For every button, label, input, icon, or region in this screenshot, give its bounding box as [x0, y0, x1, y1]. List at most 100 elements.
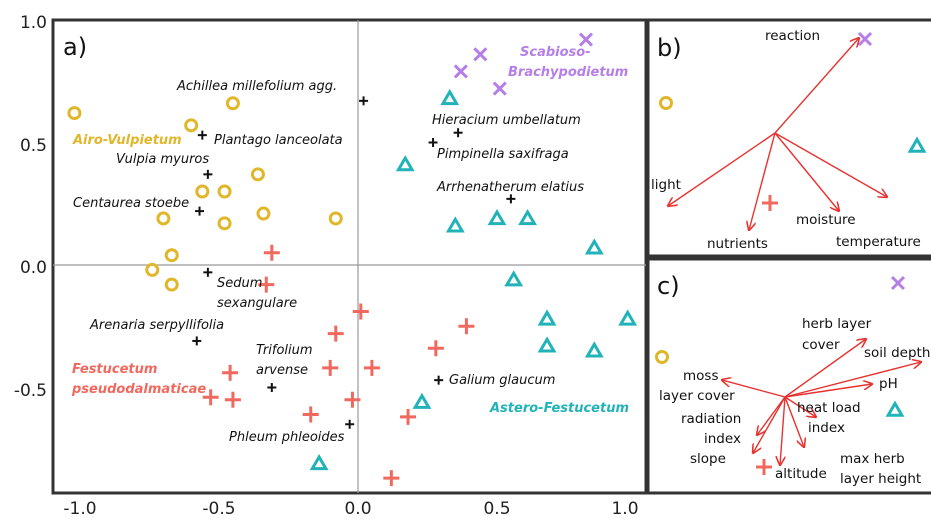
- species-label-vulpia: Vulpia myuros: [116, 152, 209, 167]
- point-airo-vulpietum: [217, 216, 232, 231]
- point-festucetum-pseudodalmaticae: [427, 340, 444, 357]
- point-festucetum-pseudodalmaticae: [322, 359, 339, 376]
- point-astero-festucetum: [518, 208, 538, 226]
- point-festucetum-pseudodalmaticae: [458, 318, 475, 335]
- x-tick-label: 0.5: [483, 499, 510, 519]
- marker-astero-festucetum: [907, 136, 927, 153]
- species-marker: [192, 336, 202, 346]
- point-festucetum-pseudodalmaticae: [224, 391, 241, 408]
- point-festucetum-pseudodalmaticae: [222, 364, 239, 381]
- point-scabioso-brachypodietum: [473, 47, 488, 62]
- marker-festucetum: [756, 459, 772, 475]
- y-tick-labels: 1.0 0.5 0.0 -0.5: [14, 13, 47, 401]
- panel-c-label: c): [657, 272, 680, 300]
- point-festucetum-pseudodalmaticae: [258, 276, 275, 293]
- point-astero-festucetum: [618, 309, 638, 326]
- x-tick-labels: -1.0 -0.5 0.0 0.5 1.0: [63, 499, 638, 519]
- vector-label-heat-load-index: index: [808, 420, 845, 436]
- vector-label-max-herb-layer-height: layer height: [840, 471, 921, 487]
- vector-label-radiation-index: index: [704, 431, 741, 447]
- point-astero-festucetum: [412, 392, 432, 409]
- vector-herb-layer-cover: [784, 339, 866, 398]
- x-tick-label: 1.0: [611, 499, 638, 519]
- point-airo-vulpietum: [225, 96, 240, 111]
- x-tick-label: 0.0: [344, 499, 371, 519]
- vector-label-moss-layer-cover: moss: [683, 368, 718, 384]
- species-marker: [506, 194, 516, 204]
- species-marker: [453, 128, 463, 138]
- point-astero-festucetum: [504, 270, 524, 287]
- marker-astero-festucetum: [885, 400, 905, 417]
- vector-ph: [784, 384, 872, 398]
- species-label-trifolium: arvense: [256, 363, 308, 378]
- point-festucetum-pseudodalmaticae: [344, 391, 361, 408]
- species-labels: Achillea millefolium agg. Plantago lance…: [73, 79, 584, 445]
- marker-scabioso-brachypodietum: [857, 31, 873, 47]
- vector-reaction: [774, 38, 859, 134]
- group-label-festucetum: Festucetum: [72, 362, 157, 377]
- vector-label-nutrients: nutrients: [707, 236, 768, 252]
- species-label-sedum: Sedum: [217, 276, 262, 291]
- vector-radiation-index: [757, 396, 786, 435]
- point-airo-vulpietum: [328, 211, 343, 226]
- species-marker: [428, 138, 438, 147]
- vector-nutrients: [749, 132, 776, 230]
- species-label-pimpinella: Pimpinella saxifraga: [437, 147, 569, 162]
- panel-b-group-markers: [659, 31, 927, 211]
- species-label-arrhenatherum: Arrhenatherum elatius: [436, 180, 584, 195]
- y-tick-label: 0.5: [20, 136, 47, 156]
- point-airo-vulpietum: [256, 206, 271, 221]
- vector-label-moss-layer-cover: layer cover: [659, 388, 735, 404]
- point-festucetum-pseudodalmaticae: [263, 244, 280, 261]
- point-airo-vulpietum: [195, 184, 210, 199]
- vector-label-radiation-index: radiation: [681, 411, 741, 427]
- species-label-galium: Galium glaucum: [449, 373, 555, 388]
- vector-label-light: light: [651, 177, 681, 193]
- panel-b-indicator-values: b) reaction light nutrients moisture tem…: [646, 18, 931, 258]
- vector-label-max-herb-layer-height: max herb: [840, 451, 905, 467]
- point-astero-festucetum: [440, 88, 460, 106]
- group-label-airo-vulpietum: Airo-Vulpietum: [72, 133, 182, 148]
- species-marker: [434, 375, 444, 385]
- panel-c-frame: [646, 257, 931, 495]
- panel-b-frame: [646, 18, 931, 258]
- point-astero-festucetum: [584, 238, 604, 255]
- vector-heat-load-index: [784, 396, 816, 417]
- panel-c-vectors: [722, 339, 921, 465]
- relevé-points: [67, 32, 638, 487]
- point-festucetum-pseudodalmaticae: [363, 359, 380, 376]
- point-festucetum-pseudodalmaticae: [302, 406, 319, 423]
- panel-b-label: b): [657, 34, 682, 62]
- y-tick-label: -0.5: [14, 381, 47, 401]
- species-label-sedum: sexangulare: [217, 296, 297, 311]
- group-label-scabioso: Scabioso-: [520, 45, 591, 60]
- point-festucetum-pseudodalmaticae: [327, 325, 344, 342]
- species-marker: [195, 206, 205, 216]
- species-label-plantago: Plantago lanceolata: [214, 133, 343, 148]
- species-label-phleum: Phleum phleoides: [229, 430, 345, 445]
- vector-label-herb-layer-cover: herb layer: [802, 316, 872, 332]
- species-marker: [203, 267, 213, 277]
- panel-c-environmental-variables: c) herb layer cover soil depth pH moss l…: [646, 257, 931, 495]
- vector-label-altitude: altitude: [775, 466, 827, 482]
- point-astero-festucetum: [309, 453, 329, 471]
- marker-airo-vulpietum: [655, 350, 669, 364]
- vector-label-moisture: moisture: [796, 212, 856, 228]
- vector-moss-layer-cover: [722, 380, 786, 398]
- species-label-arenaria: Arenaria serpyllifolia: [89, 318, 224, 333]
- point-airo-vulpietum: [217, 184, 232, 199]
- vector-label-reaction: reaction: [765, 28, 820, 44]
- vector-moisture: [774, 132, 839, 211]
- species-label-centaurea: Centaurea stoebe: [73, 196, 189, 211]
- point-airo-vulpietum: [184, 118, 199, 133]
- species-marker: [359, 96, 369, 106]
- vector-max-herb-layer-height: [784, 396, 804, 447]
- group-labels: Airo-Vulpietum Festucetum pseudodalmatic…: [71, 45, 629, 416]
- point-festucetum-pseudodalmaticae: [352, 303, 369, 320]
- point-astero-festucetum: [537, 309, 557, 326]
- panel-a-label: a): [63, 33, 87, 61]
- marker-scabioso-brachypodietum: [890, 275, 906, 291]
- vector-label-soil-depth: soil depth: [864, 345, 930, 361]
- vector-label-temperature: temperature: [836, 234, 921, 250]
